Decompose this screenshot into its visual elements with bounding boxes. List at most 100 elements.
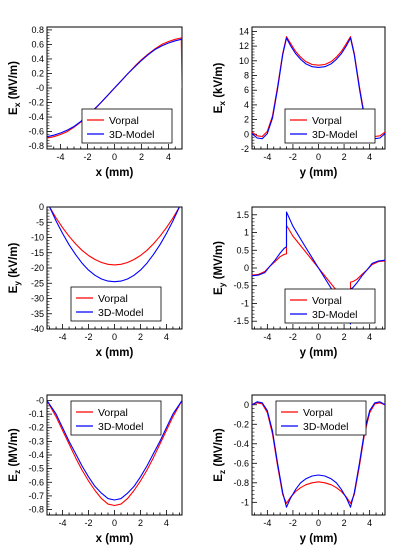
legend-box (70, 286, 162, 322)
y-tick-label: -20 (31, 263, 44, 273)
x-axis-label: y (mm) (300, 533, 338, 545)
y-tick-label: -0.2 (233, 419, 249, 429)
series-line-vorpal (49, 207, 180, 266)
x-tick-label: 4 (367, 332, 372, 342)
x-axis-label: y (mm) (300, 347, 338, 359)
y-axis-label-subscript: y (12, 281, 22, 286)
y-tick-label: -0.4 (28, 450, 44, 460)
chart-panel-3: -4 -2 0 2 4-40-35-30-25-20-15-10-50x (mm)Ey … (8, 202, 183, 359)
x-tick-label: 4 (164, 332, 169, 342)
y-axis-label-subscript: z (217, 470, 227, 474)
chart-panel-1: -4 -2 0 2 4 -0.8 -0.6 -0.4 -0.2 -0 0.2 0.4 0.6 0.8 x (… (8, 25, 183, 179)
x-tick-label: 2 (342, 518, 347, 528)
x-tick-label: -4 (263, 152, 271, 162)
chart-panel-2: -4 -2 0 2 4 -2 0 2 4 6 8 10 12 14 y (mm) Ex (kV/m) Vorpa… (213, 26, 386, 179)
y-tick-label: 4 (244, 100, 249, 110)
x-tick-label: 0 (112, 518, 117, 528)
chart-panel-4: -4 -2 0 2 4 -1.5 -1 -0.5 0 0.5 1 1.5 y (mm) Ey (MV/m)… (213, 206, 386, 359)
series-line-vorpal (47, 400, 182, 507)
series-line-3d-model (49, 207, 180, 283)
legend-label: Vorpal (303, 407, 333, 419)
y-tick-label: -0.5 (28, 464, 44, 474)
x-tick-label: 2 (342, 152, 347, 162)
y-tick-label: -10 (31, 233, 44, 243)
x-tick-label: -2 (289, 332, 297, 342)
y-axis-label-main: E (8, 474, 20, 482)
y-tick-label: -0.5 (233, 281, 249, 291)
y-tick-label: 0.4 (31, 54, 44, 64)
y-tick-label: -0.6 (28, 127, 44, 137)
y-tick-label: -0.7 (28, 491, 44, 501)
chart-panel-6: -4 -2 0 2 4 -1 -0.8 -0.6 -0.4 -0.2 0 y (mm) Ez (MV/m… (213, 394, 386, 545)
x-tick-label: 0 (316, 518, 321, 528)
y-tick-label: -0.8 (28, 141, 44, 151)
series-line-3d-model (252, 211, 385, 325)
series-line-3d-model (252, 37, 385, 140)
x-tick-label: 2 (342, 332, 347, 342)
y-axis-label-main: E (8, 107, 20, 115)
x-tick-label: -2 (85, 332, 93, 342)
y-tick-label: -25 (31, 278, 44, 288)
y-tick-label: 12 (239, 41, 249, 51)
y-tick-label: -0 (36, 395, 44, 405)
chart-panel-5: -4 -2 0 2 4 -0.8 -0.7 -0.6 -0.5 -0.4 -0.3 -0.2 -0.1 -… (8, 394, 183, 545)
x-axis-label: y (mm) (300, 167, 338, 179)
y-tick-label: -2 (241, 144, 249, 154)
x-axis-label: x (mm) (96, 347, 134, 359)
y-axis-label-unit: (kV/m) (213, 62, 225, 101)
x-tick-label: -4 (56, 152, 64, 162)
y-axis-label-subscript: x (217, 101, 227, 106)
y-tick-label: -1 (241, 298, 249, 308)
x-tick-label: -4 (263, 332, 271, 342)
y-axis-label: Ex (kV/m) (213, 62, 227, 113)
y-tick-label: -0.8 (233, 478, 249, 488)
legend-label: 3D-Model (303, 421, 349, 433)
series-group (252, 211, 385, 325)
y-tick-label: 2 (244, 115, 249, 125)
y-tick-label: 6 (244, 85, 249, 95)
y-tick-label: -15 (31, 248, 44, 258)
y-tick-label: 0.8 (31, 25, 44, 35)
y-axis-label-unit: (MV/m) (8, 428, 20, 470)
y-axis-label-subscript: z (12, 470, 22, 474)
legend: Vorpal 3D-Model (275, 400, 367, 436)
legend-label: Vorpal (312, 295, 342, 307)
y-axis-label: Ey (MV/m) (213, 241, 227, 295)
legend-box (70, 400, 162, 436)
y-axis-label: Ex (MV/m) (8, 61, 22, 115)
y-axis-label: Ez (MV/m) (8, 428, 22, 482)
y-axis-label: Ey (kV/m) (8, 242, 22, 293)
x-tick-label: 2 (138, 518, 143, 528)
y-axis-label-subscript: y (217, 282, 227, 287)
y-axis-label-main: E (8, 285, 20, 293)
y-tick-label: -0.6 (28, 477, 44, 487)
y-axis-label-unit: (kV/m) (8, 242, 20, 281)
y-tick-label: -30 (31, 294, 44, 304)
legend: Vorpal 3D-Model (284, 108, 376, 144)
y-tick-label: -0.4 (28, 112, 44, 122)
y-tick-label: 1.5 (236, 210, 249, 220)
y-tick-label: 8 (244, 71, 249, 81)
y-tick-label: 0 (39, 202, 44, 212)
legend-box (284, 108, 376, 144)
legend-box (275, 400, 367, 436)
y-tick-label: -0.2 (28, 423, 44, 433)
series-group (49, 207, 180, 283)
y-tick-label: -5 (36, 217, 44, 227)
y-tick-label: -0.4 (233, 439, 249, 449)
y-tick-label: 0 (244, 400, 249, 410)
legend: Vorpal 3D-Model (70, 286, 162, 322)
y-tick-label: 10 (239, 56, 249, 66)
x-tick-label: 4 (367, 518, 372, 528)
y-axis-label-unit: (MV/m) (213, 241, 225, 283)
legend-label: 3D-Model (98, 307, 144, 319)
x-tick-label: 0 (112, 332, 117, 342)
x-tick-label: 0 (112, 152, 117, 162)
x-axis-label: x (mm) (96, 533, 134, 545)
series-group (252, 401, 385, 508)
y-axis-label-main: E (213, 287, 225, 295)
legend-label: Vorpal (98, 293, 128, 305)
legend-label: 3D-Model (98, 421, 144, 433)
x-tick-label: 4 (166, 152, 171, 162)
